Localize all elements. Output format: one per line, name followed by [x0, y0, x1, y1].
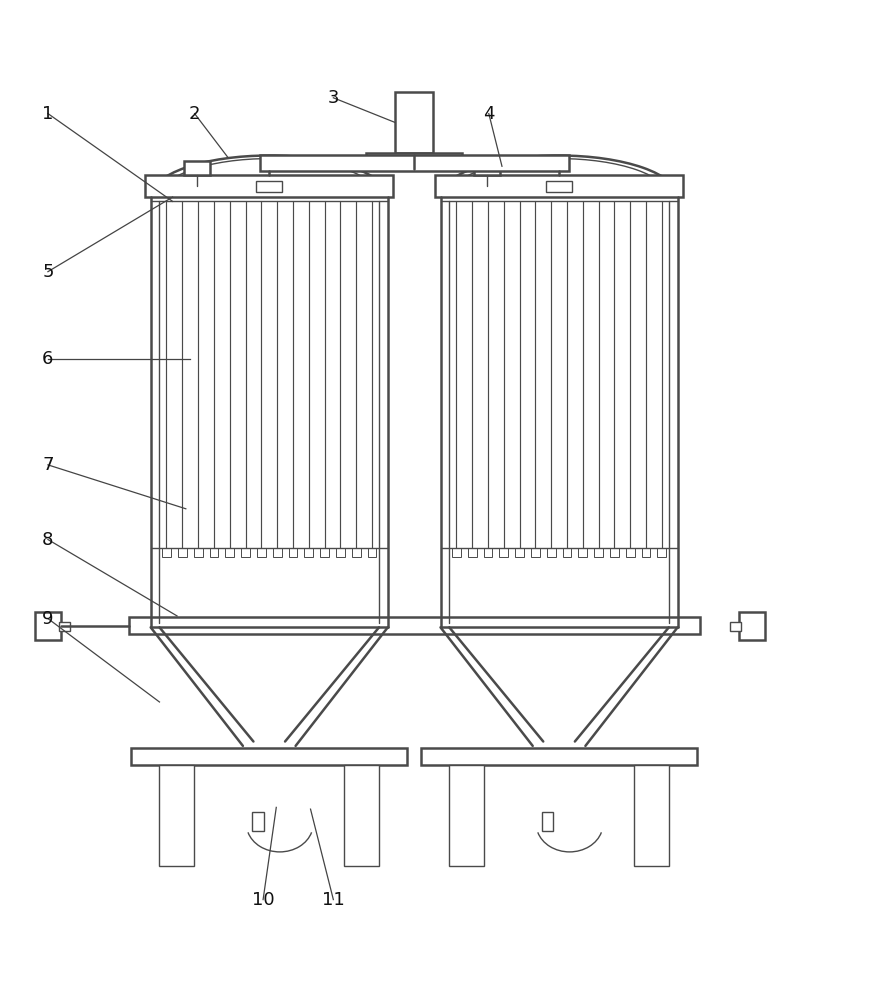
Text: 9: 9 [42, 610, 54, 628]
Text: 10: 10 [252, 891, 274, 909]
Bar [34, 612, 61, 640]
Bar [531, 548, 540, 557]
Bar [542, 812, 553, 831]
Bar [468, 548, 477, 557]
Bar [210, 548, 218, 557]
Bar [257, 548, 266, 557]
Bar [739, 612, 766, 640]
Bar [657, 548, 666, 557]
Bar [252, 812, 263, 831]
Bar [547, 548, 556, 557]
Bar [184, 161, 210, 175]
Bar [474, 161, 500, 175]
Bar [500, 548, 508, 557]
Bar [579, 548, 587, 557]
Bar [366, 153, 463, 169]
Bar [129, 617, 700, 634]
Bar [256, 181, 282, 192]
Text: 4: 4 [483, 105, 494, 123]
Bar [320, 548, 329, 557]
Bar [641, 548, 650, 557]
Bar [484, 548, 492, 557]
Bar [730, 622, 741, 631]
Bar [178, 548, 187, 557]
Bar [435, 175, 683, 197]
Bar [626, 548, 634, 557]
Bar [344, 765, 380, 866]
Bar [449, 765, 485, 866]
Bar [634, 765, 669, 866]
Bar [59, 622, 70, 631]
Bar [594, 548, 603, 557]
Bar [452, 548, 461, 557]
Bar [367, 548, 376, 557]
Bar [131, 748, 407, 765]
Text: 2: 2 [189, 105, 200, 123]
Bar [226, 548, 234, 557]
Bar [546, 181, 572, 192]
Bar [145, 175, 393, 197]
Bar [159, 765, 195, 866]
Bar [289, 548, 298, 557]
Bar [304, 548, 313, 557]
Bar [395, 92, 433, 153]
Bar [260, 155, 569, 171]
Text: 1: 1 [42, 105, 54, 123]
Text: 8: 8 [42, 531, 54, 549]
Bar [352, 548, 360, 557]
Bar [194, 548, 203, 557]
Bar [162, 548, 171, 557]
Text: 11: 11 [322, 891, 344, 909]
Text: 3: 3 [328, 89, 339, 107]
Bar [273, 548, 282, 557]
Bar [610, 548, 618, 557]
Bar [563, 548, 572, 557]
Text: 6: 6 [42, 350, 54, 368]
Text: 7: 7 [42, 456, 54, 474]
Bar [515, 548, 524, 557]
Bar [421, 748, 697, 765]
Text: 5: 5 [42, 263, 54, 281]
Bar [241, 548, 250, 557]
Bar [336, 548, 344, 557]
